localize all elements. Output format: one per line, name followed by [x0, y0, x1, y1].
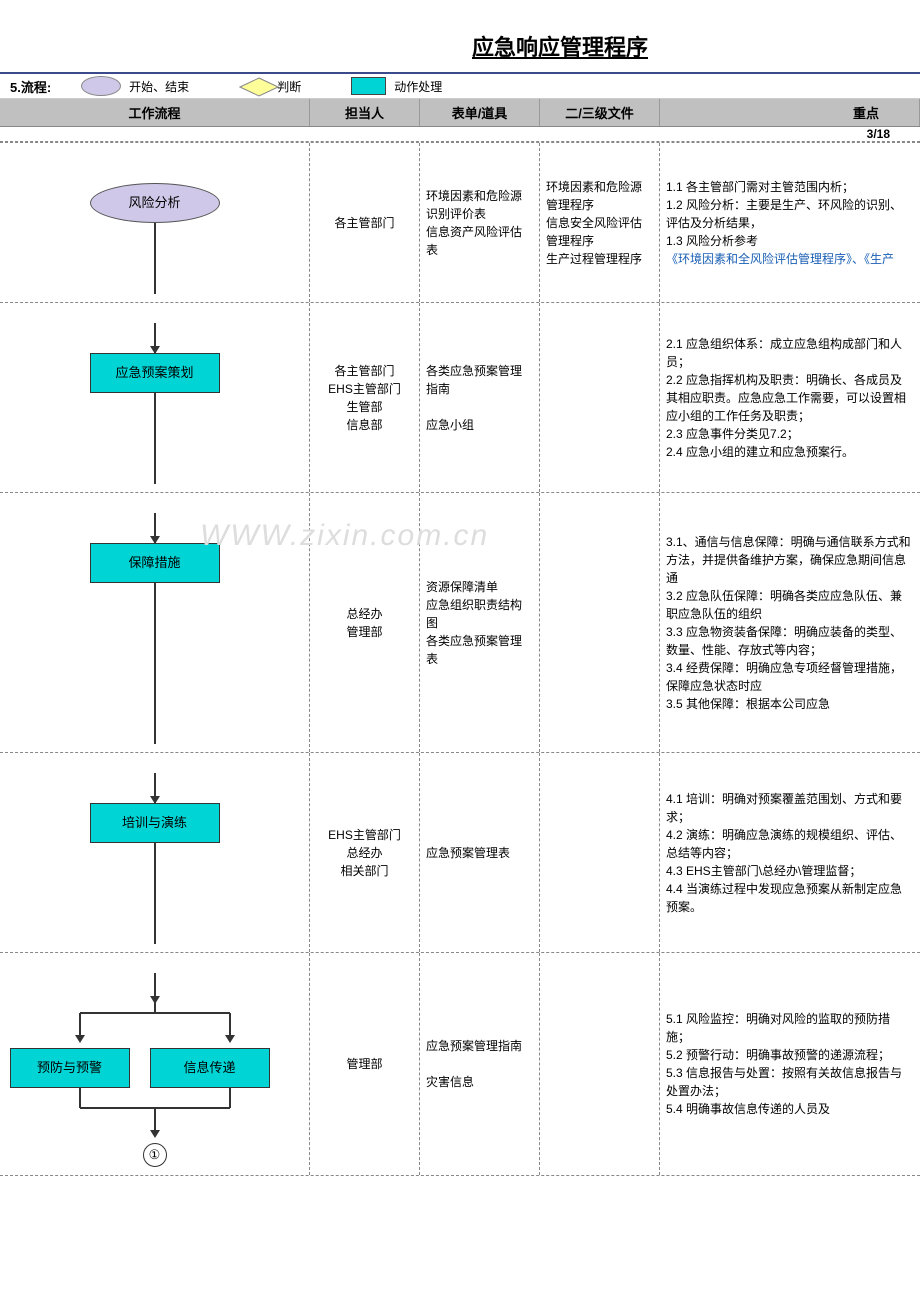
split-wrapper: 预防与预警信息传递: [10, 1003, 300, 1088]
notes-text: 3.1、通信与信息保障：明确与通信联系方式和方法，并提供备维护方案，确保应急期间…: [666, 533, 914, 713]
notes-link[interactable]: 《环境因素和全风险评估管理程序》、《生产: [666, 250, 914, 268]
col-docs-header: 二/三级文件: [540, 99, 660, 126]
owner-cell: 各主管部门: [310, 143, 420, 302]
arrow-down-icon: [154, 323, 156, 353]
legend-decision-label: 判断: [277, 78, 301, 95]
flow-cell: WWW.zixin.com.cn保障措施: [0, 493, 310, 752]
legend-row: 5.流程: 开始、结束 判断 动作处理: [0, 72, 920, 99]
notes-cell: 5.1 风险监控：明确对风险的监取的预防措施； 5.2 预警行动：明确事故预警的…: [660, 953, 920, 1175]
notes-cell: 4.1 培训：明确对预案覆盖范围划、方式和要求； 4.2 演练：明确应急演练的规…: [660, 753, 920, 952]
flow-node-start: 风险分析: [90, 183, 220, 223]
col-notes-header: 重点: [660, 99, 920, 126]
arrow-down-icon: [154, 973, 156, 1003]
notes-text: 4.1 培训：明确对预案覆盖范围划、方式和要求； 4.2 演练：明确应急演练的规…: [666, 790, 914, 916]
docs-cell: [540, 753, 660, 952]
owner-cell: EHS主管部门 总经办 相关部门: [310, 753, 420, 952]
split-box: 预防与预警信息传递: [10, 1048, 300, 1088]
legend-start-end-label: 开始、结束: [129, 78, 189, 95]
flow-cell: 应急预案策划: [0, 303, 310, 492]
table-row: WWW.zixin.com.cn保障措施总经办 管理部资源保障清单 应急组织职责…: [0, 493, 920, 753]
connector-line: [154, 393, 156, 484]
section-label: 5.流程:: [10, 77, 51, 96]
connector-line: [154, 843, 156, 944]
ellipse-icon: [81, 76, 121, 96]
flow-cell: 培训与演练: [0, 753, 310, 952]
owner-cell: 管理部: [310, 953, 420, 1175]
flow-node-process: 保障措施: [90, 543, 220, 583]
notes-text: 1.1 各主管部门需对主管范围内析； 1.2 风险分析：主要是生产、环风险的识别…: [666, 178, 914, 250]
flow-node-process: 预防与预警: [10, 1048, 130, 1088]
forms-cell: 应急预案管理表: [420, 753, 540, 952]
legend-action-label: 动作处理: [394, 78, 442, 95]
docs-cell: [540, 493, 660, 752]
flow-node-process: 信息传递: [150, 1048, 270, 1088]
flow-cell: 预防与预警信息传递 ①: [0, 953, 310, 1175]
table-row: 培训与演练 EHS主管部门 总经办 相关部门应急预案管理表 4.1 培训：明确对预案…: [0, 753, 920, 953]
connector-line: [154, 223, 156, 294]
notes-cell: 1.1 各主管部门需对主管范围内析； 1.2 风险分析：主要是生产、环风险的识别…: [660, 143, 920, 302]
connector-line: [10, 1088, 300, 1143]
page-number: 3/18: [0, 127, 920, 142]
notes-cell: 2.1 应急组织体系：成立应急组构成部门和人员； 2.2 应急指挥机构及职责：明…: [660, 303, 920, 492]
notes-text: 2.1 应急组织体系：成立应急组构成部门和人员； 2.2 应急指挥机构及职责：明…: [666, 335, 914, 461]
col-forms-header: 表单/道具: [420, 99, 540, 126]
content-rows: 风险分析 各主管部门环境因素和危险源识别评价表 信息资产风险评估表环境因素和危险源…: [0, 142, 920, 1176]
table-header: 工作流程 担当人 表单/道具 二/三级文件 重点: [0, 99, 920, 127]
table-row: 应急预案策划 各主管部门 EHS主管部门 生管部 信息部各类应急预案管理指南 应急…: [0, 303, 920, 493]
docs-cell: [540, 953, 660, 1175]
forms-cell: 应急预案管理指南 灾害信息: [420, 953, 540, 1175]
legend-action: 动作处理: [351, 77, 442, 95]
notes-cell: 3.1、通信与信息保障：明确与通信联系方式和方法，并提供备维护方案，确保应急期间…: [660, 493, 920, 752]
arrow-down-icon: [154, 773, 156, 803]
forms-cell: 各类应急预案管理指南 应急小组: [420, 303, 540, 492]
connector-line: [154, 583, 156, 744]
owner-cell: 总经办 管理部: [310, 493, 420, 752]
legend-decision: 判断: [239, 77, 301, 95]
connector-circle: ①: [143, 1143, 167, 1167]
docs-cell: [540, 303, 660, 492]
legend-start-end: 开始、结束: [81, 76, 189, 96]
table-row: 风险分析 各主管部门环境因素和危险源识别评价表 信息资产风险评估表环境因素和危险源…: [0, 143, 920, 303]
flow-node-process: 培训与演练: [90, 803, 220, 843]
col-owner-header: 担当人: [310, 99, 420, 126]
forms-cell: 资源保障清单 应急组织职责结构图 各类应急预案管理表: [420, 493, 540, 752]
forms-cell: 环境因素和危险源识别评价表 信息资产风险评估表: [420, 143, 540, 302]
notes-text: 5.1 风险监控：明确对风险的监取的预防措施； 5.2 预警行动：明确事故预警的…: [666, 1010, 914, 1118]
col-flow-header: 工作流程: [0, 99, 310, 126]
table-row: 预防与预警信息传递 ① 管理部应急预案管理指南 灾害信息 5.1 风险监控：明确对风险…: [0, 953, 920, 1176]
docs-cell: 环境因素和危险源管理程序 信息安全风险评估管理程序 生产过程管理程序: [540, 143, 660, 302]
diamond-icon: [239, 77, 269, 95]
flow-cell: 风险分析: [0, 143, 310, 302]
page-title: 应急响应管理程序: [0, 30, 920, 62]
owner-cell: 各主管部门 EHS主管部门 生管部 信息部: [310, 303, 420, 492]
flow-node-process: 应急预案策划: [90, 353, 220, 393]
arrow-down-icon: [154, 513, 156, 543]
rect-icon: [351, 77, 386, 95]
